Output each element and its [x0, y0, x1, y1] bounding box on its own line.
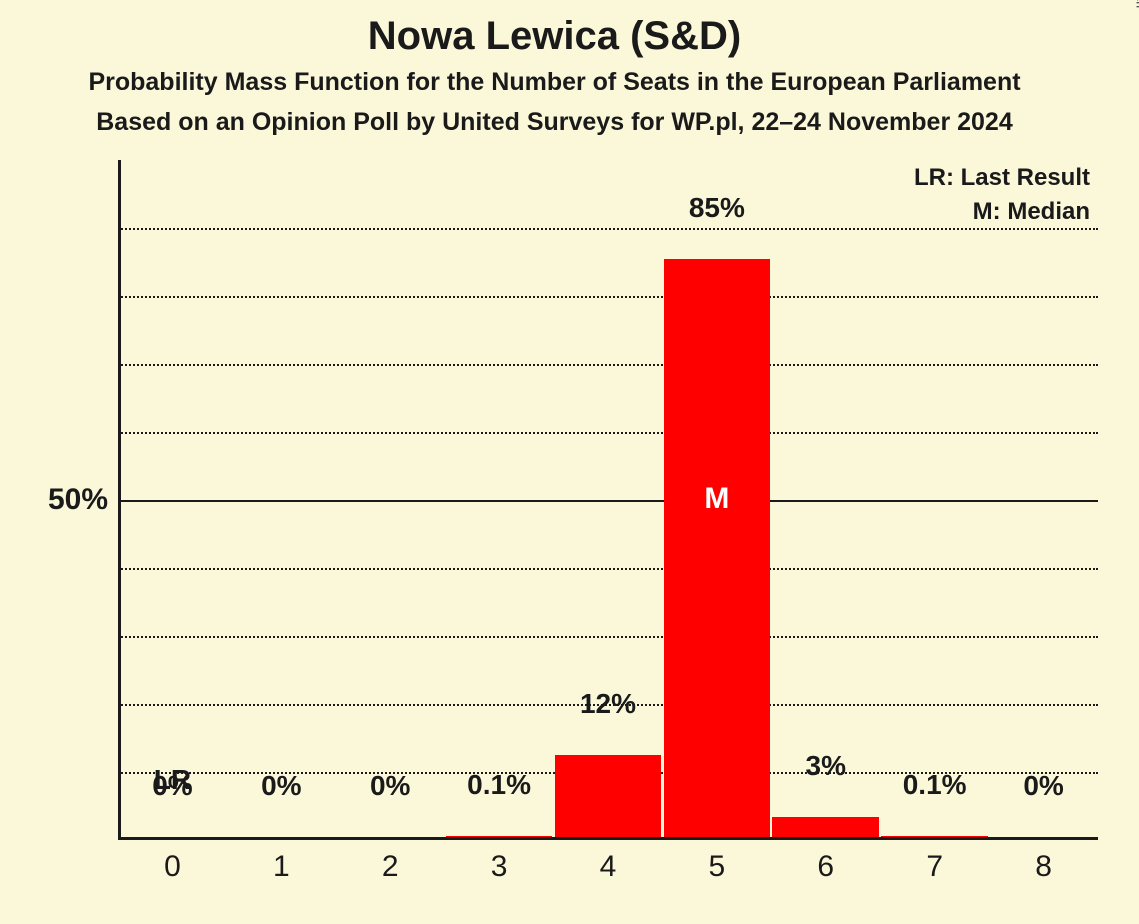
bar-value-label: 0.1% [880, 769, 989, 801]
bar-value-label: 0.1% [445, 769, 554, 801]
gridline [118, 568, 1098, 570]
bar-value-label: 0% [336, 770, 445, 802]
bar-value-label: 0% [989, 770, 1098, 802]
gridline [118, 364, 1098, 366]
gridline [118, 296, 1098, 298]
x-tick-label: 7 [880, 850, 989, 884]
y-tick-label: 50% [48, 483, 108, 517]
chart-subtitle-2: Based on an Opinion Poll by United Surve… [0, 108, 1109, 137]
copyright-text: © 2024 Filip van Laenen [1133, 0, 1139, 8]
plot-area: LR: Last Result M: Median 50%0%0LR0%10%2… [118, 160, 1098, 840]
gridline [118, 228, 1098, 230]
x-tick-label: 1 [227, 850, 336, 884]
x-tick-label: 5 [662, 850, 771, 884]
x-tick-label: 3 [445, 850, 554, 884]
chart-subtitle-1: Probability Mass Function for the Number… [0, 68, 1109, 97]
bar [772, 817, 879, 837]
chart-title: Nowa Lewica (S&D) [0, 14, 1109, 59]
legend-m: M: Median [973, 198, 1090, 226]
gridline [118, 432, 1098, 434]
x-tick-label: 0 [118, 850, 227, 884]
bar-value-label: 12% [554, 688, 663, 720]
median-marker: M [662, 482, 771, 516]
x-tick-label: 8 [989, 850, 1098, 884]
x-tick-label: 2 [336, 850, 445, 884]
gridline [118, 636, 1098, 638]
x-axis [118, 837, 1098, 840]
bar [664, 259, 771, 837]
legend-lr: LR: Last Result [914, 164, 1090, 192]
bar-value-label: 3% [771, 750, 880, 782]
bar-value-label: 0% [227, 770, 336, 802]
x-tick-label: 4 [554, 850, 663, 884]
gridline-major [118, 500, 1098, 502]
last-result-marker: LR [118, 764, 227, 796]
bar [555, 755, 662, 837]
bar-value-label: 85% [662, 192, 771, 224]
chart-container: Nowa Lewica (S&D) Probability Mass Funct… [0, 0, 1139, 924]
x-tick-label: 6 [771, 850, 880, 884]
bar [881, 836, 988, 837]
bar [446, 836, 553, 837]
